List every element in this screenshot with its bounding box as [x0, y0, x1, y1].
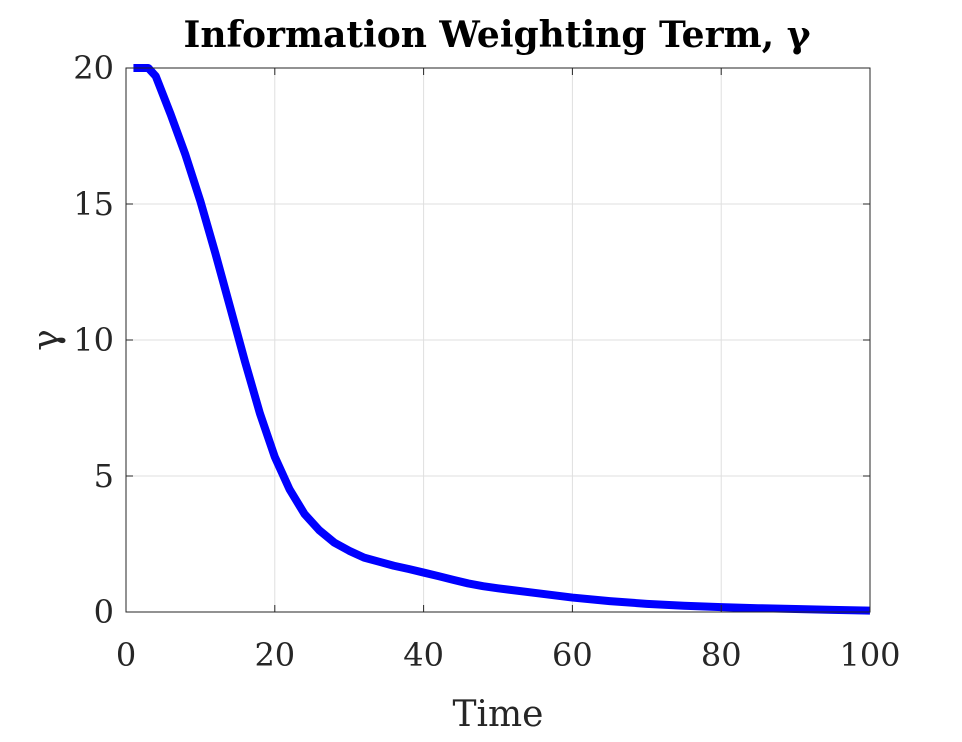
- x-tick-labels: 0 20 40 60 80 100: [116, 636, 901, 674]
- x-tick-label: 60: [552, 636, 593, 674]
- x-tick-label: 40: [403, 636, 444, 674]
- series-line: [133, 64, 871, 615]
- y-axis-label: γ: [26, 329, 67, 351]
- y-tick-label: 15: [73, 185, 114, 223]
- tick-marks: [125, 67, 871, 613]
- series-layer: [133, 64, 871, 615]
- y-tick-label: 5: [94, 457, 114, 495]
- y-tick-label: 20: [73, 49, 114, 87]
- chart-title: Information Weighting Term, γ: [184, 14, 811, 56]
- x-tick-label: 20: [254, 636, 295, 674]
- x-tick-label: 100: [839, 636, 900, 674]
- y-tick-labels: 0 5 10 15 20: [73, 49, 114, 631]
- y-tick-label: 10: [73, 321, 114, 359]
- x-tick-label: 0: [116, 636, 136, 674]
- x-axis-label: Time: [453, 694, 544, 735]
- y-tick-label: 0: [94, 593, 114, 631]
- x-tick-label: 80: [701, 636, 742, 674]
